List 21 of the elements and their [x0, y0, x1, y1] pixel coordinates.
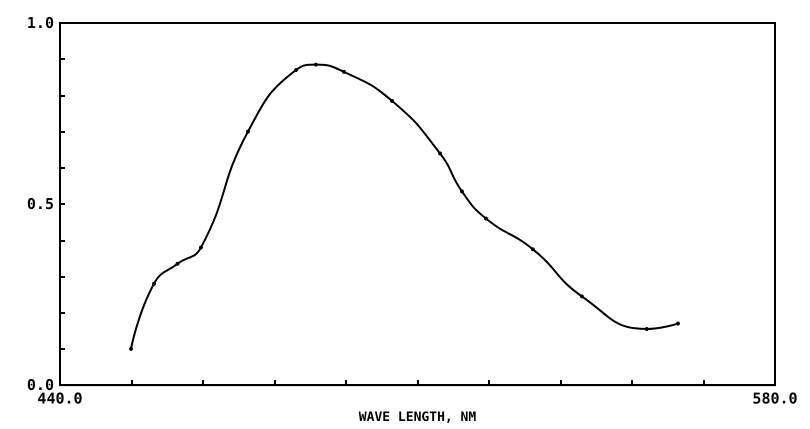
point — [580, 294, 584, 298]
point — [314, 62, 318, 67]
point — [342, 70, 346, 74]
point — [438, 151, 442, 156]
x-tick-label: 440.0 — [37, 390, 83, 408]
point — [460, 189, 464, 194]
point — [294, 68, 298, 72]
point — [676, 322, 680, 326]
point — [152, 282, 156, 286]
y-tick-label: 1.0 — [26, 14, 54, 32]
point — [530, 247, 535, 252]
point — [644, 326, 649, 331]
point — [128, 346, 133, 351]
x-axis-title: WAVE LENGTH, NM — [358, 410, 476, 425]
point — [390, 98, 394, 103]
point — [198, 246, 203, 250]
x-tick-label: 580.0 — [752, 390, 798, 408]
point — [484, 216, 488, 221]
point — [175, 262, 180, 266]
point — [246, 130, 250, 134]
y-tick-label: 0.5 — [26, 195, 54, 214]
